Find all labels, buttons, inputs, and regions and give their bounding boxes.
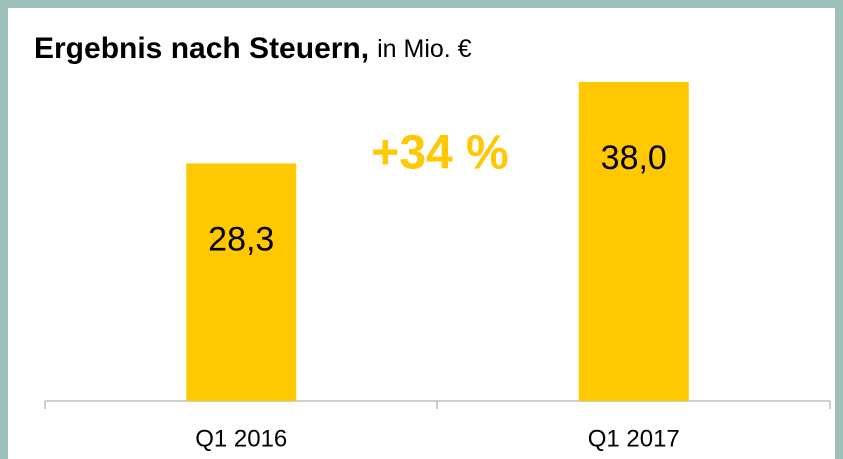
value-label: 38,0	[601, 139, 667, 177]
x-tick-label: Q1 2016	[195, 425, 287, 452]
subtitle: in Mio. €	[377, 35, 472, 63]
bar	[186, 163, 297, 401]
value-label: 28,3	[208, 220, 274, 258]
bar	[578, 82, 689, 401]
x-tick-label: Q1 2017	[588, 425, 680, 452]
annotation: +34 %	[371, 127, 508, 180]
panel	[8, 8, 835, 459]
title: Ergebnis nach Steuern,	[34, 32, 369, 65]
chart-title: Ergebnis nach Steuern, in Mio. €	[34, 32, 472, 65]
